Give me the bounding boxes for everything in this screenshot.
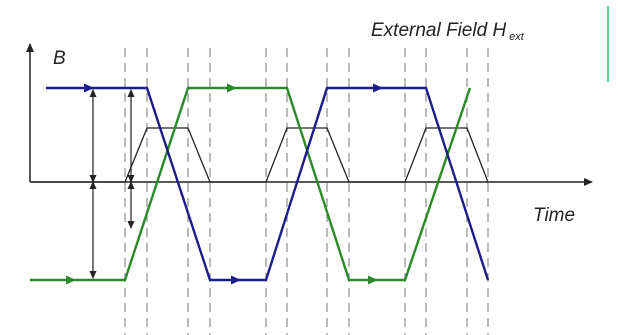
green-wave: [30, 86, 472, 282]
field-title-subscript: ext: [509, 31, 525, 43]
guide-lines: [124, 48, 489, 335]
arrow-head-icon: [368, 275, 378, 285]
blue-wave: [46, 86, 490, 282]
arrow-head-icon: [373, 83, 383, 93]
arrow-head-icon: [66, 275, 76, 285]
field-title-main: External Field H: [371, 20, 506, 41]
time-axis-label: Time: [533, 205, 575, 226]
arrow-head-icon: [231, 275, 241, 285]
b-axis-label: B: [53, 48, 66, 69]
field-pulses: [30, 127, 489, 183]
arrow-head-icon: [84, 83, 94, 93]
amplitude-arrows: [89, 89, 135, 279]
arrow-head-icon: [227, 83, 237, 93]
